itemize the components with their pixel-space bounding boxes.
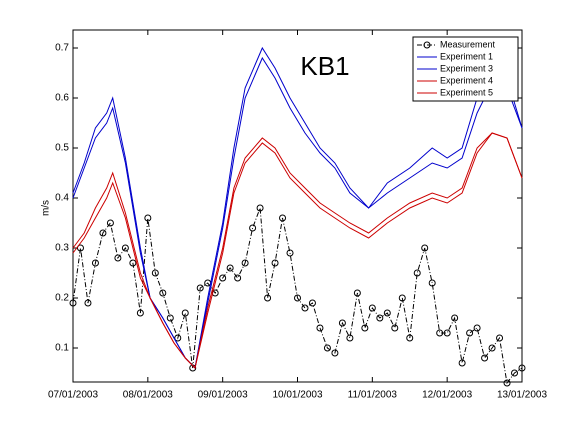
legend-label: Experiment 5 (440, 87, 493, 97)
data-point (181, 309, 189, 317)
x-tick-label: 08/01/2003 (123, 390, 173, 401)
data-point (361, 324, 369, 332)
series-line (72, 132, 523, 370)
chart-title: KB1 (300, 51, 349, 81)
data-point (136, 309, 144, 317)
series-line (72, 132, 523, 370)
data-point (413, 269, 421, 277)
data-point (241, 259, 249, 267)
x-tick-label: 07/01/2003 (48, 390, 98, 401)
data-point (219, 274, 227, 282)
data-point (316, 324, 324, 332)
data-point (151, 269, 159, 277)
legend-label: Experiment 1 (440, 51, 493, 61)
y-tick-label: 0.6 (55, 93, 69, 104)
legend-label: Experiment 4 (440, 75, 493, 85)
data-point (353, 289, 361, 297)
x-tick-label: 12/01/2003 (422, 390, 472, 401)
data-point (279, 214, 287, 222)
legend-label: Experiment 3 (440, 63, 493, 73)
data-point (466, 329, 474, 337)
data-point (406, 334, 414, 342)
y-tick-label: 0.7 (55, 43, 69, 54)
data-point (503, 379, 511, 387)
data-point (518, 364, 526, 372)
data-point (346, 334, 354, 342)
data-point (166, 314, 174, 322)
data-point (436, 329, 444, 337)
data-point (256, 204, 264, 212)
data-point (106, 219, 114, 227)
y-axis-label: m/s (41, 200, 52, 216)
data-point (338, 319, 346, 327)
data-point (391, 324, 399, 332)
data-point (383, 309, 391, 317)
x-tick-label: 11/01/2003 (348, 390, 398, 401)
legend-label: Measurement (440, 39, 496, 49)
data-point (294, 294, 301, 302)
data-point (114, 254, 122, 262)
data-point (234, 274, 242, 282)
y-tick-label: 0.3 (55, 243, 69, 254)
y-tick-label: 0.1 (55, 343, 69, 354)
data-point (129, 259, 137, 267)
x-tick-label: 13/01/2003 (497, 390, 547, 401)
data-point (511, 369, 519, 377)
data-point (159, 289, 167, 297)
y-tick-label: 0.5 (55, 143, 69, 154)
series-line (72, 56, 523, 370)
data-point (421, 244, 429, 252)
data-point (196, 284, 204, 292)
data-point (271, 259, 279, 267)
data-point (376, 314, 384, 322)
data-point (301, 304, 309, 312)
data-point (211, 289, 219, 297)
data-point (496, 334, 504, 342)
x-tick-label: 09/01/2003 (198, 390, 248, 401)
data-point (84, 299, 92, 307)
data-point (69, 299, 77, 307)
data-point (458, 359, 466, 367)
y-tick-label: 0.4 (55, 193, 69, 204)
data-point (473, 324, 481, 332)
data-point (331, 349, 339, 357)
legend-marker (423, 41, 431, 49)
data-point (398, 294, 406, 302)
data-point (264, 294, 272, 302)
data-point (121, 244, 129, 252)
y-tick-label: 0.2 (55, 293, 69, 304)
data-point (451, 314, 459, 322)
data-point (91, 259, 99, 267)
data-point (481, 354, 489, 362)
data-point (174, 334, 182, 342)
data-point (308, 299, 316, 307)
data-point (99, 229, 107, 237)
data-point (323, 344, 331, 352)
series-line (72, 46, 523, 370)
x-tick-label: 10/01/2003 (272, 390, 322, 401)
data-point (443, 329, 451, 337)
data-point (249, 224, 257, 232)
data-point (226, 264, 234, 272)
data-point (286, 249, 294, 257)
data-point (428, 279, 436, 287)
data-point (76, 244, 84, 252)
data-point (368, 304, 376, 312)
data-point (488, 344, 496, 352)
data-point (144, 214, 152, 222)
series-line (72, 207, 523, 385)
